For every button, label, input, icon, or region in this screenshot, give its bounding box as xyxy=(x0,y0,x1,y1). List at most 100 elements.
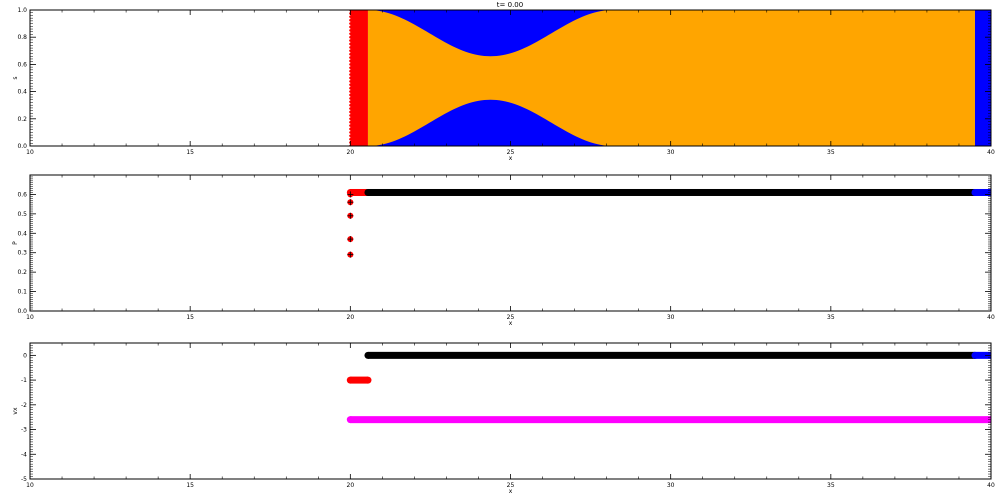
pressure-y-tick-label: 0.3 xyxy=(17,250,27,257)
saturation-panel: 10 15 20 25 30 35 40 0.0 0.2 0.4 0.6 0.8 1.0 x s xyxy=(12,7,995,162)
saturation-x-tick-label: 10 xyxy=(26,149,34,156)
saturation-x-tick-label: 15 xyxy=(186,149,194,156)
saturation-x-tick-label: 25 xyxy=(507,149,515,156)
velocity-series-red-end xyxy=(346,376,354,384)
velocity-y-axis-label: vx xyxy=(12,407,19,415)
pressure-series-blue-end xyxy=(971,188,979,196)
saturation-boundary-point xyxy=(349,22,352,25)
saturation-boundary-point xyxy=(349,53,352,56)
saturation-boundary-point xyxy=(349,56,352,59)
saturation-x-tick-label: 40 xyxy=(987,149,995,156)
velocity-y-tick-label: -5 xyxy=(21,476,27,483)
velocity-y-tick-label: -4 xyxy=(21,451,27,458)
saturation-boundary-point xyxy=(349,114,352,117)
saturation-x-tick-label: 20 xyxy=(347,149,355,156)
velocity-series-magenta xyxy=(350,416,991,424)
velocity-plot-area xyxy=(346,351,991,424)
saturation-boundary-point xyxy=(349,97,352,100)
saturation-boundary-point xyxy=(349,107,352,110)
velocity-x-tick-label: 20 xyxy=(347,482,355,489)
velocity-x-tick-label: 40 xyxy=(987,482,995,489)
saturation-y-tick-label: 0.6 xyxy=(17,61,27,68)
saturation-boundary-point xyxy=(349,104,352,107)
pressure-x-tick-label: 30 xyxy=(667,314,675,321)
saturation-y-tick-label: 1.0 xyxy=(17,7,27,14)
pressure-y-tick-label: 0.5 xyxy=(17,211,27,218)
saturation-y-tick-label: 0.8 xyxy=(17,34,27,41)
velocity-panel: 10 15 20 25 30 35 40 0 -1 -2 -3 -4 -5 x vx xyxy=(12,342,995,495)
saturation-boundary-point xyxy=(349,93,352,97)
velocity-y-tick-label: -3 xyxy=(21,427,27,434)
velocity-x-tick-label: 10 xyxy=(26,482,34,489)
velocity-y-tick-label: -2 xyxy=(21,402,27,409)
saturation-region-red xyxy=(350,10,368,146)
pressure-y-tick-label: 0.0 xyxy=(17,308,27,315)
velocity-series-blue xyxy=(974,351,991,359)
saturation-boundary-point xyxy=(349,29,352,32)
pressure-series-blue xyxy=(974,188,991,196)
saturation-boundary-point xyxy=(349,124,352,127)
pressure-y-axis-label: P xyxy=(12,241,19,245)
saturation-boundary-point xyxy=(349,90,352,93)
saturation-boundary-point xyxy=(349,36,352,39)
saturation-boundary-point xyxy=(349,19,352,22)
velocity-y-tick-label: 0 xyxy=(23,352,27,359)
saturation-blue-lobe-bottom xyxy=(367,99,614,146)
saturation-boundary-point xyxy=(349,83,352,87)
saturation-boundary-point xyxy=(349,121,352,124)
saturation-boundary-point xyxy=(349,42,352,46)
figure-title: t= 0.00 xyxy=(497,1,523,9)
pressure-panel: 10 15 20 25 30 35 40 0.0 0.1 0.2 0.3 0.4 0.5 0.6 x P xyxy=(12,174,995,327)
saturation-boundary-point xyxy=(349,32,352,35)
pressure-y-tick-label: 0.2 xyxy=(17,269,27,276)
saturation-x-tick-label: 30 xyxy=(667,149,675,156)
velocity-series-magenta-end xyxy=(346,416,354,424)
saturation-boundary-point xyxy=(349,66,352,70)
pressure-series-black xyxy=(367,188,975,196)
saturation-x-axis-label: x xyxy=(509,155,513,162)
pressure-series-black-end xyxy=(364,188,372,196)
saturation-boundary-point xyxy=(349,134,352,137)
pressure-x-axis-label: x xyxy=(509,320,513,327)
velocity-series-red xyxy=(350,376,368,384)
velocity-y-tick-label: -1 xyxy=(21,377,27,384)
saturation-boundary-point xyxy=(349,39,352,42)
velocity-series-red-end xyxy=(364,376,372,384)
saturation-boundary-point xyxy=(349,59,352,63)
pressure-x-tick-label: 20 xyxy=(347,314,355,321)
saturation-boundary-point xyxy=(349,87,352,90)
saturation-boundary-point xyxy=(349,110,352,114)
saturation-boundary-point xyxy=(349,100,352,104)
saturation-region-blue xyxy=(974,10,991,146)
saturation-boundary-point xyxy=(349,127,352,131)
velocity-x-tick-label: 35 xyxy=(827,482,835,489)
pressure-x-tick-label: 25 xyxy=(507,314,515,321)
saturation-y-axis-label: s xyxy=(12,76,19,79)
pressure-y-tick-label: 0.6 xyxy=(17,191,27,198)
pressure-x-tick-label: 35 xyxy=(827,314,835,321)
saturation-y-tick-label: 0.2 xyxy=(17,116,27,123)
saturation-boundary-point xyxy=(349,76,352,80)
saturation-boundary-point xyxy=(349,73,352,76)
saturation-boundary-point xyxy=(349,63,352,66)
velocity-series-blue-end xyxy=(971,351,979,359)
velocity-series-black-end xyxy=(364,351,372,359)
saturation-boundary-point xyxy=(349,46,352,49)
saturation-boundary-point xyxy=(349,138,352,141)
pressure-x-tick-label: 40 xyxy=(987,314,995,321)
saturation-plot-area xyxy=(349,10,991,146)
velocity-axes-frame xyxy=(29,342,992,480)
saturation-boundary-point xyxy=(349,131,352,134)
saturation-y-tick-label: 0.0 xyxy=(17,143,27,150)
pressure-series-red xyxy=(350,188,368,196)
saturation-boundary-point xyxy=(349,117,352,121)
pressure-y-tick-label: 0.4 xyxy=(17,230,27,237)
velocity-series-black xyxy=(367,351,975,359)
saturation-boundary-point xyxy=(349,70,352,73)
velocity-x-tick-label: 25 xyxy=(507,482,515,489)
saturation-blue-lobe-top xyxy=(367,10,614,57)
saturation-boundary-point xyxy=(349,80,352,83)
velocity-x-axis-label: x xyxy=(509,488,513,495)
velocity-x-tick-label: 15 xyxy=(186,482,194,489)
